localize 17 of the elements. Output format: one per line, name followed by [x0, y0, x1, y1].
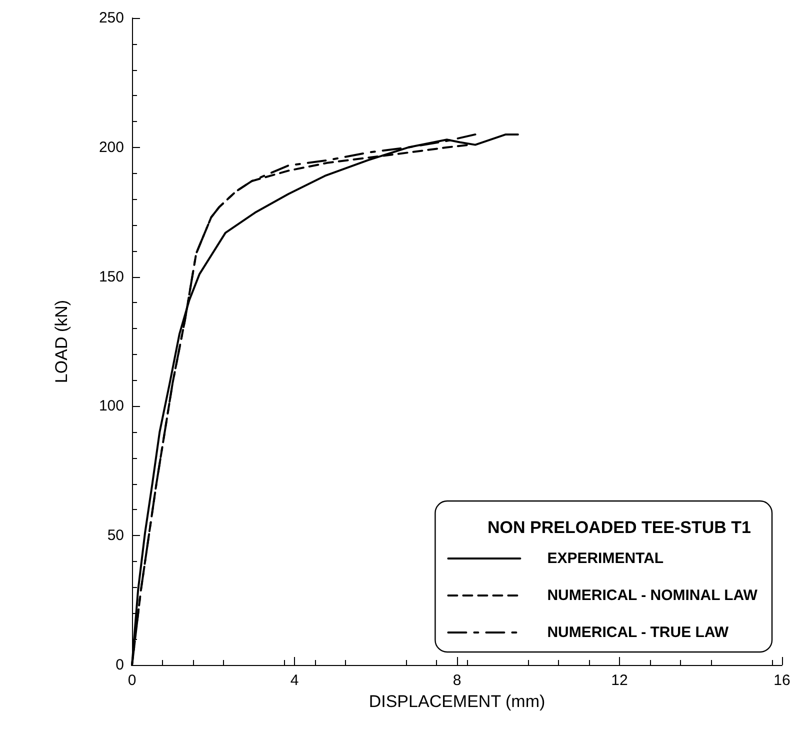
legend-label: EXPERIMENTAL [547, 550, 664, 567]
y-tick-label: 100 [98, 398, 124, 415]
y-axis-title: LOAD (kN) [52, 300, 71, 384]
y-tick-label: 50 [107, 527, 124, 544]
y-tick-label: 150 [98, 268, 124, 286]
legend-label: NUMERICAL - TRUE LAW [547, 624, 730, 641]
legend-label: NUMERICAL - NOMINAL LAW [547, 587, 758, 604]
x-tick-label: 4 [290, 672, 299, 689]
y-tick-label: 0 [116, 656, 124, 674]
x-tick-label: 12 [611, 672, 628, 689]
y-tick-label: 200 [98, 138, 124, 156]
x-axis-title: DISPLACEMENT (mm) [368, 692, 546, 711]
x-tick-label: 0 [128, 672, 136, 689]
x-tick-label: 16 [774, 672, 790, 689]
legend-title: NON PRELOADED TEE-STUB T1 [487, 518, 752, 537]
y-tick-label: 250 [98, 10, 124, 26]
x-tick-label: 8 [452, 672, 462, 689]
